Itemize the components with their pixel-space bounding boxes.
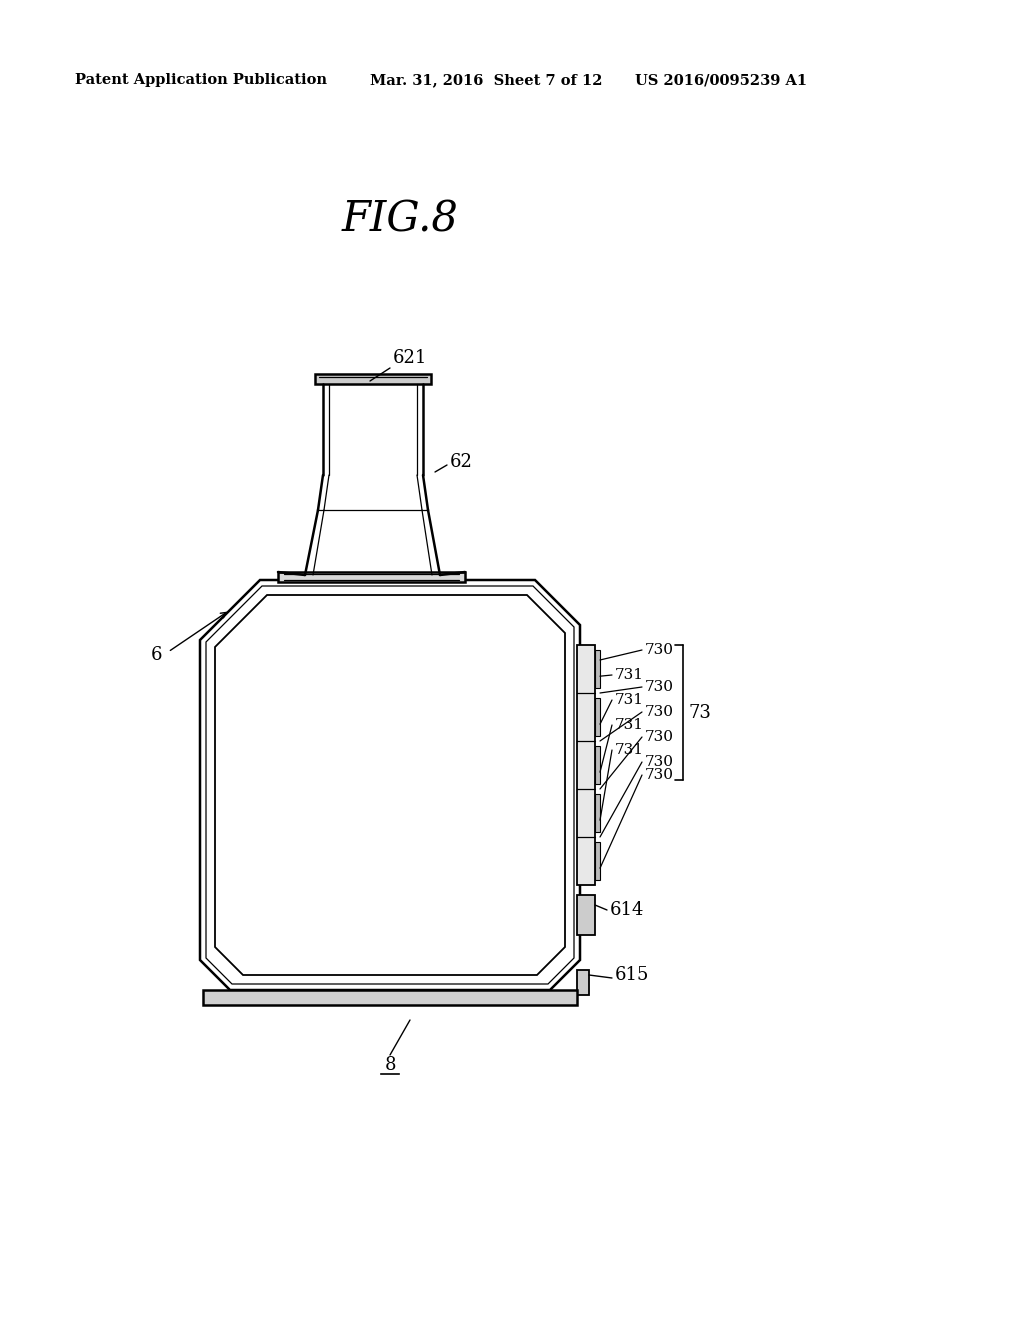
Text: 731: 731	[615, 693, 644, 708]
Text: FIG.8: FIG.8	[342, 199, 459, 242]
Bar	[595, 698, 600, 737]
Bar	[315, 374, 431, 384]
Text: 730: 730	[645, 680, 674, 694]
Text: 614: 614	[610, 902, 644, 919]
Text: 615: 615	[615, 966, 649, 983]
Bar	[595, 793, 600, 832]
Text: 621: 621	[393, 348, 427, 367]
Text: 731: 731	[615, 668, 644, 682]
Text: US 2016/0095239 A1: US 2016/0095239 A1	[635, 73, 807, 87]
Text: 730: 730	[645, 705, 674, 719]
Bar	[577, 645, 595, 884]
Bar	[577, 970, 589, 995]
Text: Mar. 31, 2016  Sheet 7 of 12: Mar. 31, 2016 Sheet 7 of 12	[370, 73, 602, 87]
Text: 730: 730	[645, 768, 674, 781]
Text: 8: 8	[384, 1056, 395, 1074]
Bar	[595, 649, 600, 688]
Text: 730: 730	[645, 755, 674, 770]
Text: 62: 62	[450, 453, 473, 471]
Text: 730: 730	[645, 643, 674, 657]
Text: Patent Application Publication: Patent Application Publication	[75, 73, 327, 87]
Bar	[203, 990, 577, 1005]
Bar	[278, 572, 465, 582]
Text: 6: 6	[151, 645, 162, 664]
Bar	[595, 746, 600, 784]
Text: 73: 73	[689, 704, 712, 722]
Text: 731: 731	[615, 743, 644, 756]
Text: 730: 730	[645, 730, 674, 744]
Bar	[577, 895, 595, 935]
Text: 731: 731	[615, 718, 644, 733]
Bar	[595, 842, 600, 880]
